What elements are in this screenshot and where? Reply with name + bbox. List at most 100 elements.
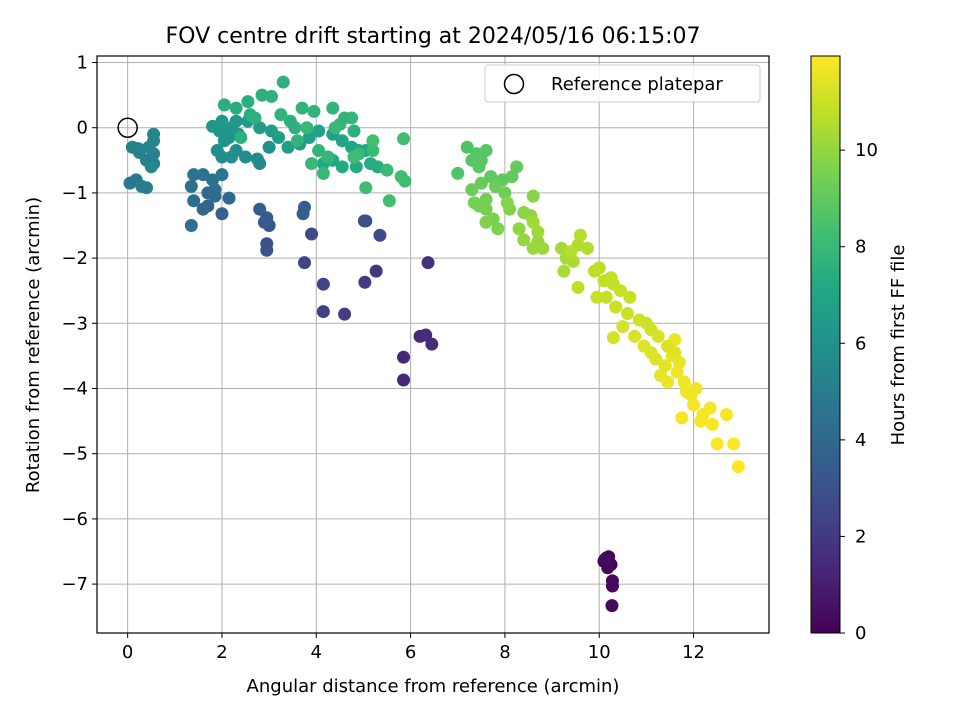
scatter-point bbox=[661, 375, 675, 389]
scatter-point bbox=[605, 579, 619, 593]
scatter-point bbox=[557, 264, 571, 278]
x-axis-label: Angular distance from reference (arcmin) bbox=[247, 676, 620, 697]
scatter-point bbox=[302, 130, 316, 144]
scatter-point bbox=[366, 134, 380, 148]
scatter-point bbox=[366, 144, 380, 158]
scatter-point bbox=[290, 134, 304, 148]
scatter-point bbox=[397, 350, 411, 364]
scatter-point bbox=[248, 111, 262, 125]
y-tick-label: −5 bbox=[61, 444, 88, 465]
scatter-point bbox=[347, 150, 361, 164]
x-tick-label: 12 bbox=[682, 642, 705, 663]
scatter-point bbox=[573, 228, 587, 242]
scatter-point bbox=[397, 132, 411, 146]
scatter-point bbox=[335, 160, 349, 174]
scatter-point bbox=[338, 111, 352, 125]
scatter-point bbox=[668, 346, 682, 360]
scatter-point bbox=[187, 194, 201, 208]
scatter-point bbox=[357, 214, 371, 228]
scatter-point bbox=[419, 328, 433, 342]
scatter-point bbox=[250, 152, 264, 166]
x-tick-label: 10 bbox=[588, 642, 611, 663]
scatter-point bbox=[421, 256, 435, 270]
scatter-point bbox=[479, 144, 493, 158]
x-axis-ticks: 0 2 4 6 8 10 12 bbox=[122, 633, 705, 663]
scatter-point bbox=[369, 264, 383, 278]
y-tick-label: 0 bbox=[77, 118, 88, 139]
scatter-point bbox=[398, 174, 412, 188]
y-tick-label: 1 bbox=[77, 53, 88, 74]
scatter-point bbox=[326, 101, 340, 115]
scatter-point bbox=[510, 160, 524, 174]
scatter-point bbox=[262, 140, 276, 154]
scatter-point bbox=[705, 417, 719, 431]
scatter-point bbox=[670, 365, 684, 379]
scatter-point bbox=[358, 275, 372, 289]
colorbar: 0 2 4 6 8 10 Hours from first FF file bbox=[810, 55, 909, 644]
scatter-point bbox=[305, 227, 319, 241]
scatter-point bbox=[382, 194, 396, 208]
scatter-point bbox=[731, 460, 745, 474]
scatter-point bbox=[498, 186, 512, 200]
scatter-point bbox=[234, 130, 248, 144]
scatter-point bbox=[677, 375, 691, 389]
scatter-point bbox=[651, 329, 665, 343]
scatter-point bbox=[703, 401, 717, 415]
scatter-point bbox=[694, 414, 708, 428]
y-axis-label: Rotation from reference (arcmin) bbox=[23, 197, 44, 493]
chart-title: FOV centre drift starting at 2024/05/16 … bbox=[166, 24, 701, 49]
y-axis-ticks: 1 0 −1 −2 −3 −4 −5 −6 −7 bbox=[61, 53, 97, 595]
scatter-point bbox=[297, 256, 311, 270]
scatter-point bbox=[649, 352, 663, 366]
scatter-point bbox=[217, 98, 231, 112]
scatter-point bbox=[465, 183, 479, 197]
scatter-point bbox=[605, 599, 619, 613]
scatter-point bbox=[253, 121, 267, 135]
scatter-point bbox=[479, 215, 493, 229]
legend-marker bbox=[503, 73, 525, 95]
scatter-point bbox=[184, 219, 198, 233]
y-tick-label: −7 bbox=[61, 574, 88, 595]
scatter-point bbox=[472, 160, 486, 174]
scatter-point bbox=[588, 264, 602, 278]
scatter-point bbox=[260, 237, 274, 251]
scatter-point bbox=[347, 124, 361, 138]
colorbar-tick-label: 2 bbox=[855, 526, 866, 547]
colorbar-label: Hours from first FF file bbox=[888, 245, 909, 446]
x-tick-label: 0 bbox=[122, 642, 133, 663]
scatter-point bbox=[606, 331, 620, 345]
scatter-point bbox=[472, 199, 486, 213]
scatter-point bbox=[616, 320, 630, 334]
scatter-point bbox=[215, 207, 229, 221]
scatter-point bbox=[526, 215, 540, 229]
scatter-point bbox=[531, 225, 545, 239]
scatter-point bbox=[222, 191, 236, 205]
y-tick-label: −6 bbox=[61, 509, 88, 530]
y-tick-label: −3 bbox=[61, 313, 88, 334]
y-tick-label: −4 bbox=[61, 379, 88, 400]
scatter-point bbox=[229, 114, 243, 128]
scatter-point bbox=[281, 140, 295, 154]
scatter-point bbox=[241, 95, 255, 109]
reference-platepar-marker bbox=[117, 117, 138, 138]
scatter-points bbox=[123, 75, 745, 613]
scatter-point bbox=[373, 228, 387, 242]
scatter-point bbox=[274, 108, 288, 122]
scatter-point bbox=[338, 307, 352, 321]
scatter-point bbox=[321, 150, 335, 164]
scatter-point bbox=[526, 241, 540, 255]
scatter-point bbox=[328, 121, 342, 135]
scatter-point bbox=[335, 134, 349, 148]
scatter-point bbox=[276, 75, 290, 89]
scatter-point bbox=[599, 290, 613, 304]
scatter-point bbox=[590, 290, 604, 304]
scatter-point bbox=[229, 101, 243, 115]
scatter-point bbox=[253, 202, 267, 216]
x-tick-label: 2 bbox=[216, 642, 227, 663]
scatter-point bbox=[720, 408, 734, 422]
colorbar-tick-label: 0 bbox=[855, 623, 866, 644]
scatter-point bbox=[264, 89, 278, 103]
scatter-point bbox=[215, 114, 229, 128]
scatter-point bbox=[727, 437, 741, 451]
